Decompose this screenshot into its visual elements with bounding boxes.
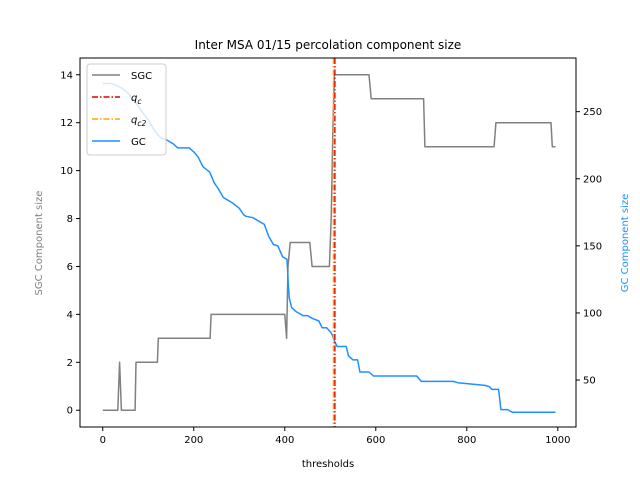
legend-label-gc: GC [131,137,146,148]
x-axis-ticks: 0 200 400 600 800 1000 [100,427,571,446]
right-y-tick-label: 50 [583,376,596,387]
left-y-axis-label: SGC Component size [34,191,45,296]
left-y-tick-label: 14 [60,70,73,81]
x-tick-label: 0 [100,435,106,446]
chart-title: Inter MSA 01/15 percolation component si… [195,38,462,52]
left-y-tick-label: 2 [67,358,73,369]
left-y-tick-label: 10 [60,166,73,177]
vline-layer [332,58,336,427]
x-tick-label: 600 [366,435,385,446]
right-y-axis-ticks: 50 100 150 200 250 [576,107,602,387]
legend: SGC qc qc2 GC [86,63,167,156]
right-y-tick-label: 150 [583,241,602,252]
x-tick-label: 400 [275,435,294,446]
series-layer [102,74,556,413]
right-y-axis-label: GC Component size [620,194,631,293]
series-sgc-line [102,74,556,411]
left-y-axis-ticks: 0 2 4 6 8 10 12 14 [60,70,80,417]
left-y-tick-label: 6 [67,262,73,273]
right-y-tick-label: 100 [583,308,602,319]
right-y-tick-label: 200 [583,174,602,185]
x-tick-label: 1000 [545,435,570,446]
plot-frame [79,57,577,428]
legend-label-qc: qc [131,93,142,106]
left-y-tick-label: 0 [67,406,73,417]
legend-label-qc2: qc2 [131,115,146,128]
x-tick-label: 800 [457,435,476,446]
legend-box [86,63,167,156]
right-y-tick-label: 250 [583,107,602,118]
series-gc-line [102,82,556,413]
x-tick-label: 200 [184,435,203,446]
x-axis-label: thresholds [302,459,354,470]
left-y-tick-label: 8 [67,214,73,225]
left-y-tick-label: 12 [60,118,73,129]
left-y-tick-label: 4 [67,310,73,321]
legend-label-sgc: SGC [131,71,152,82]
